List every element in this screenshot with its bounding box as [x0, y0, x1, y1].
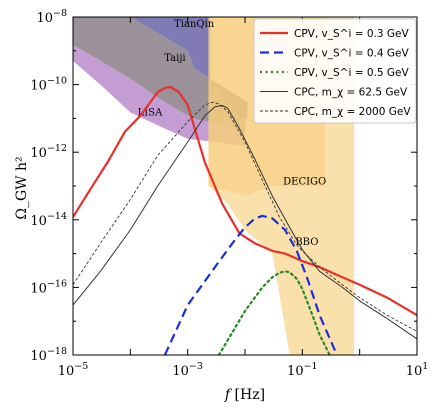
x-tick-label: 10−3 [172, 361, 203, 379]
x-tick-label: 10−5 [58, 361, 89, 379]
y-tick-label: 10−8 [36, 8, 67, 26]
region-bbo [208, 17, 355, 355]
region-label-tianqin: TianQin [174, 19, 215, 30]
series-line-3 [217, 270, 331, 355]
y-tick-label: 10−16 [30, 278, 67, 296]
y-tick-label: 10−12 [30, 143, 67, 161]
region-label-decigo: DECIGO [283, 177, 326, 188]
x-tick-label: 101 [406, 361, 429, 379]
axes [72, 16, 418, 356]
region-taiji [73, 17, 248, 132]
series-line-2 [163, 214, 338, 355]
legend: CPV, v_S^i = 0.3 GeV CPV, v_S^i = 0.4 GeV… [253, 18, 417, 124]
series-line-5 [73, 101, 417, 332]
legend-label-2: CPV, v_S^i = 0.4 GeV [294, 48, 409, 60]
legend-label-3: CPV, v_S^i = 0.5 GeV [294, 67, 409, 79]
series-line-1 [73, 85, 417, 317]
legend-label-1: CPV, v_S^i = 0.3 GeV [294, 28, 409, 40]
legend-label-4: CPC, m_χ = 62.5 GeV [294, 87, 408, 99]
curves [73, 85, 417, 355]
region-label-taiji: Taiji [164, 53, 185, 64]
y-axis-label: Ω_GW h² [14, 156, 30, 219]
tick-labels: 10−5 10−3 10−1 101 10−8 10−10 10−12 10−14 10−16 1… [30, 8, 428, 379]
y-tick-label: 10−18 [30, 346, 67, 364]
series-line-4 [73, 105, 417, 340]
region-label-lisa: LISA [138, 108, 163, 119]
y-tick-label: 10−14 [30, 211, 67, 229]
legend-label-5: CPC, m_χ = 2000 GeV [294, 106, 411, 118]
x-axis-label: f [Hz] [224, 387, 265, 403]
region-label-bbo: BBO [295, 237, 318, 248]
x-tick-label: 10−1 [287, 361, 318, 379]
y-tick-label: 10−10 [30, 76, 67, 94]
region-labels: TianQin Taiji LISA DECIGO BBO [138, 19, 327, 248]
legend-box [253, 18, 417, 124]
